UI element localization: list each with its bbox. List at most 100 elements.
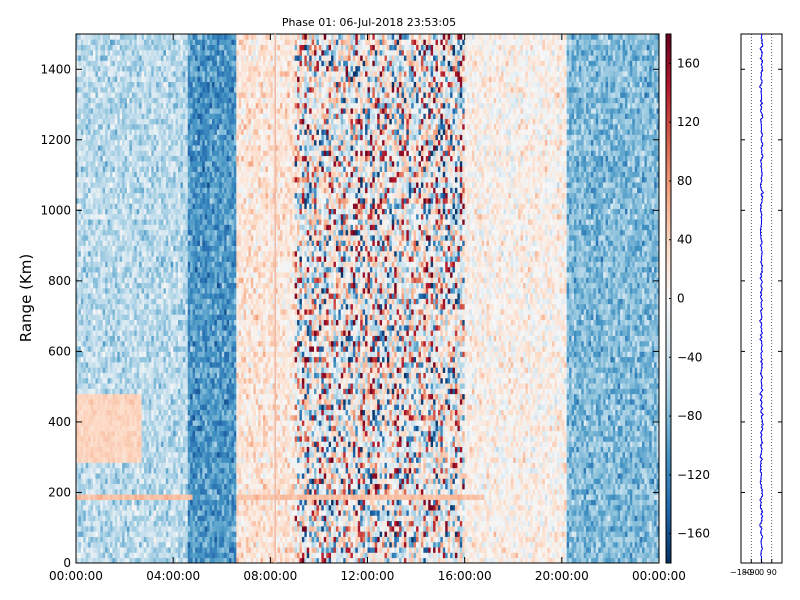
heatmap-cell (112, 441, 115, 447)
heatmap-cell (163, 547, 166, 553)
heatmap-cell (93, 97, 96, 103)
heatmap-cell (125, 510, 128, 516)
heatmap-cell (193, 531, 196, 537)
heatmap-cell (127, 60, 130, 66)
heatmap-cell (161, 293, 164, 299)
heatmap-cell (142, 293, 145, 299)
heatmap-cell (95, 193, 98, 199)
heatmap-cell (83, 478, 86, 484)
heatmap-cell (166, 34, 169, 40)
heatmap-cell (86, 473, 89, 479)
heatmap-cell (146, 256, 149, 262)
heatmap-cell (134, 420, 137, 426)
heatmap-cell (176, 367, 179, 373)
heatmap-cell (86, 410, 89, 416)
heatmap-cell (100, 71, 103, 77)
heatmap-cell (95, 103, 98, 109)
heatmap-cell (115, 182, 118, 188)
heatmap-cell (132, 552, 135, 558)
heatmap-cell (112, 299, 115, 305)
heatmap-cell (88, 145, 91, 151)
heatmap-cell (132, 515, 135, 521)
heatmap-cell (190, 542, 193, 548)
heatmap-cell (180, 66, 183, 72)
heatmap-cell (154, 214, 157, 220)
heatmap-cell (110, 150, 113, 156)
heatmap-cell (112, 66, 115, 72)
heatmap-cell (163, 129, 166, 135)
heatmap-cell (144, 50, 147, 56)
heatmap-cell (166, 415, 169, 421)
heatmap-cell (108, 357, 111, 363)
heatmap-cell (151, 50, 154, 56)
heatmap-cell (144, 97, 147, 103)
heatmap-cell (88, 299, 91, 305)
heatmap-cell (117, 256, 120, 262)
heatmap-cell (134, 537, 137, 543)
heatmap-cell (134, 468, 137, 474)
heatmap-cell (134, 251, 137, 257)
heatmap-cell (185, 256, 188, 262)
heatmap-cell (183, 394, 186, 400)
heatmap-cell (176, 415, 179, 421)
heatmap-cell (178, 489, 181, 495)
heatmap-cell (154, 373, 157, 379)
heatmap-cell (122, 92, 125, 98)
heatmap-cell (161, 108, 164, 114)
heatmap-cell (188, 410, 191, 416)
heatmap-cell (127, 272, 130, 278)
heatmap-cell (185, 92, 188, 98)
heatmap-cell (156, 494, 159, 500)
heatmap-cell (168, 193, 171, 199)
heatmap-cell (159, 547, 162, 553)
heatmap-cell (180, 515, 183, 521)
heatmap-cell (193, 246, 196, 252)
heatmap-cell (95, 240, 98, 246)
heatmap-cell (115, 34, 118, 40)
heatmap-cell (134, 547, 137, 553)
heatmap-cell (180, 55, 183, 61)
heatmap-cell (91, 156, 94, 162)
heatmap-cell (154, 283, 157, 289)
heatmap-cell (171, 209, 174, 215)
heatmap-cell (137, 172, 140, 178)
heatmap-cell (190, 145, 193, 151)
heatmap-cell (139, 140, 142, 146)
heatmap-cell (100, 500, 103, 506)
heatmap-cell (146, 484, 149, 490)
heatmap-cell (83, 531, 86, 537)
heatmap-cell (98, 378, 101, 384)
heatmap-cell (86, 552, 89, 558)
heatmap-cell (103, 288, 106, 294)
heatmap-cell (176, 552, 179, 558)
heatmap-cell (161, 283, 164, 289)
heatmap-cell (161, 187, 164, 193)
heatmap-cell (120, 198, 123, 204)
heatmap-cell (103, 230, 106, 236)
heatmap-cell (176, 325, 179, 331)
heatmap-cell (188, 87, 191, 93)
heatmap-cell (78, 462, 81, 468)
heatmap-cell (95, 203, 98, 209)
heatmap-cell (190, 531, 193, 537)
heatmap-cell (137, 156, 140, 162)
heatmap-cell (171, 161, 174, 167)
heatmap-cell (193, 140, 196, 146)
heatmap-cell (188, 113, 191, 119)
heatmap-cell (115, 198, 118, 204)
heatmap-cell (195, 150, 198, 156)
heatmap-cell (166, 309, 169, 315)
heatmap-cell (112, 547, 115, 553)
heatmap-cell (125, 521, 128, 527)
heatmap-cell (190, 92, 193, 98)
heatmap-cell (190, 505, 193, 511)
heatmap-cell (163, 420, 166, 426)
heatmap-cell (100, 140, 103, 146)
heatmap-cell (110, 272, 113, 278)
heatmap-cell (95, 521, 98, 527)
heatmap-cell (190, 489, 193, 495)
heatmap-cell (125, 320, 128, 326)
heatmap-cell (108, 193, 111, 199)
heatmap-cell (166, 500, 169, 506)
heatmap-cell (93, 309, 96, 315)
